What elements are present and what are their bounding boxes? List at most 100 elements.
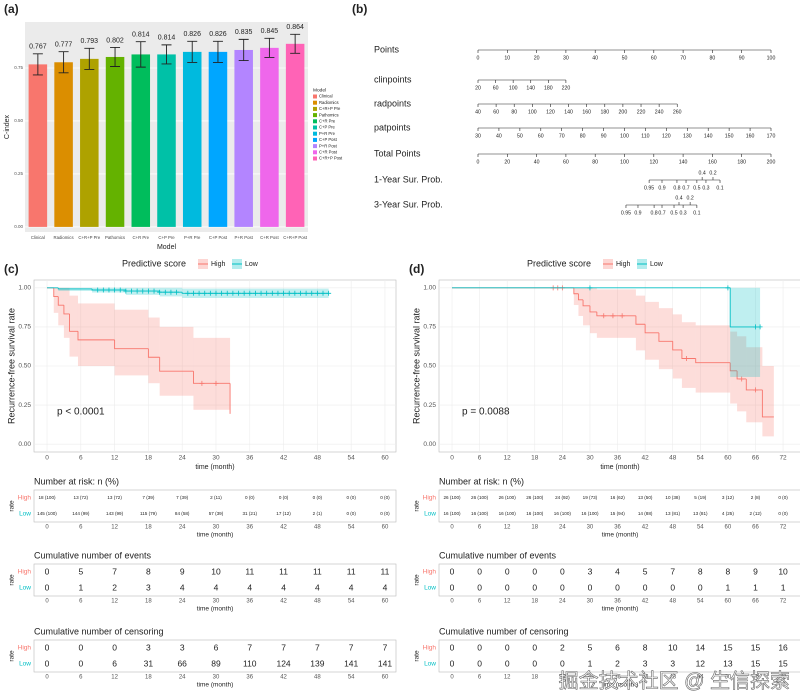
table-cell: 3: [670, 658, 675, 668]
error-bar: [290, 33, 301, 54]
censor-mark: [281, 290, 287, 296]
tick-label: 0.5: [670, 210, 677, 216]
tick-label: 70: [559, 133, 565, 139]
error-bar: [135, 41, 146, 68]
x-tick-label: 36: [246, 675, 253, 681]
x-tick-label: Radiomics: [54, 235, 74, 240]
x-tick-label: C+R Post: [260, 235, 279, 240]
table-cell: 13 (72): [107, 495, 122, 500]
survival-step: [77, 331, 115, 341]
table-cell: 0: [505, 582, 510, 592]
censor-mark: [610, 313, 616, 319]
row-label: Low: [19, 585, 31, 592]
tick-label: 200: [619, 109, 628, 115]
tick-label: 0.9: [658, 185, 665, 191]
value-label: 0.802: [106, 37, 124, 44]
row-label: High: [18, 569, 32, 576]
table-cell: 2: [615, 658, 620, 668]
x-tick-label: 30: [587, 599, 594, 605]
tick-label: 0: [477, 55, 480, 61]
x-tick-label: 60: [725, 599, 732, 605]
survival-step: [114, 339, 149, 350]
censor-mark: [202, 290, 208, 296]
x-tick-label: 66: [752, 525, 759, 531]
tick-label: 0.8: [650, 210, 657, 216]
x-tick-label: 0: [450, 675, 454, 681]
watermark: 掘金技术社区 @ 生信探索: [559, 669, 790, 692]
tick-label: 260: [673, 109, 682, 115]
x-tick-label: 12: [111, 599, 118, 605]
row-label: Low: [424, 511, 436, 518]
x-tick-label: C+R+P Pre: [78, 235, 101, 240]
tick-label: 220: [562, 85, 571, 91]
table-cell: 5: [643, 566, 648, 576]
censor-mark: [587, 285, 593, 291]
confidence-band: [77, 303, 115, 366]
legend-swatch: [313, 131, 317, 136]
censor-mark: [123, 288, 129, 294]
x-tick-label: 48: [314, 525, 321, 531]
x-tick-label: 48: [669, 455, 677, 462]
censor-mark: [252, 290, 258, 296]
y-tick-label: 1.00: [423, 285, 436, 292]
y-axis-title: C-index: [4, 114, 11, 139]
x-tick-label: 18: [145, 599, 152, 605]
survival-step: [681, 349, 696, 359]
legend-title: Predictive score: [122, 258, 186, 268]
x-tick-label: 42: [280, 599, 287, 605]
x-tick-label: 18: [531, 675, 538, 681]
legend-label: Pathomics: [319, 112, 339, 117]
value-label: 0.814: [158, 35, 176, 42]
tick-label: 0.95: [644, 185, 654, 191]
tick-label: 100: [767, 55, 776, 61]
table-title: Cumulative number of censoring: [34, 626, 164, 636]
censor-mark: [258, 290, 264, 296]
x-tick-label: 12: [111, 525, 118, 531]
panel-label: (d): [409, 262, 424, 276]
tick-label: 130: [683, 133, 692, 139]
x-tick-label: 42: [280, 455, 288, 462]
censor-mark: [309, 290, 315, 296]
tick-label: 0.1: [716, 185, 723, 191]
tick-label: 140: [564, 109, 573, 115]
table-cell: 0: [450, 582, 455, 592]
table-cell: 0: [45, 566, 50, 576]
table-cell: 19 (73): [583, 495, 598, 500]
table-axis-label: rate: [9, 500, 16, 512]
tick-label: 180: [600, 109, 609, 115]
error-bar: [110, 46, 121, 67]
table-cell: 0: [450, 566, 455, 576]
table-cell: 14: [696, 642, 706, 652]
row-label: High: [423, 495, 437, 502]
table-cell: 15: [751, 642, 761, 652]
censor-mark: [236, 290, 242, 296]
tick-label: 120: [546, 109, 555, 115]
table-cell: 8: [643, 642, 648, 652]
x-tick-label: C+R Pre: [132, 235, 149, 240]
x-tick-label: 54: [348, 525, 355, 531]
x-axis-title: time (month): [197, 532, 233, 539]
censor-mark: [145, 288, 151, 294]
row-label: clinpoints: [374, 74, 412, 84]
table-cell: 7: [670, 566, 675, 576]
annotation: p < 0.0001: [57, 407, 105, 418]
survival-step: [69, 313, 78, 332]
censor-mark: [134, 288, 140, 294]
x-tick-label: 60: [725, 525, 732, 531]
x-tick-label: C+P Pre: [158, 235, 175, 240]
x-tick-label: 30: [587, 675, 594, 681]
table-cell: 3: [146, 582, 151, 592]
confidence-band: [658, 308, 673, 370]
error-bar: [238, 38, 249, 62]
legend-label: P+R Post: [319, 143, 338, 148]
survival-step: [147, 348, 160, 358]
row-label: Low: [19, 661, 31, 668]
table-title: Number at risk: n (%): [439, 476, 524, 486]
censor-mark: [275, 290, 281, 296]
table-cell: 13 (72): [74, 495, 89, 500]
panel-label: (b): [352, 2, 367, 16]
tick-label: 160: [708, 159, 717, 165]
survival-step: [729, 362, 738, 372]
table-cell: 4: [214, 582, 219, 592]
table-cell: 6: [112, 658, 117, 668]
